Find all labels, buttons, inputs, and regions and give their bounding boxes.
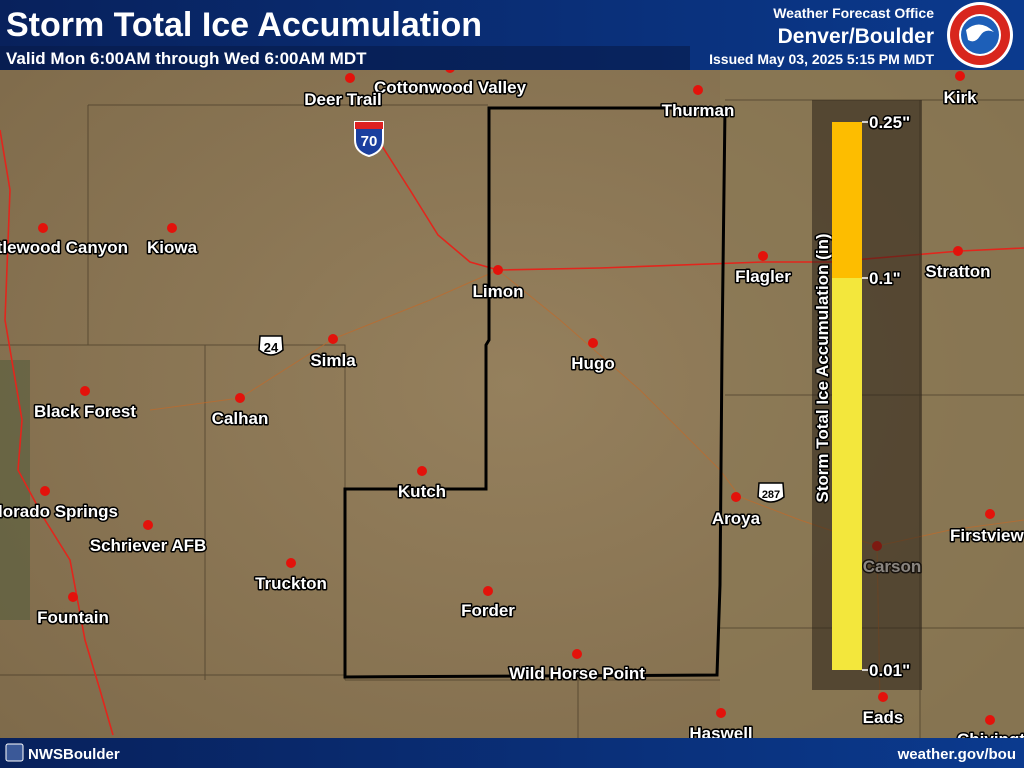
legend-tick-label: 0.25"	[869, 113, 910, 132]
place-dot	[328, 334, 338, 344]
place-label: Truckton	[255, 574, 327, 593]
place-dot	[953, 246, 963, 256]
place-label: Kutch	[398, 482, 446, 501]
title: Storm Total Ice Accumulation	[6, 6, 482, 44]
place-dot	[572, 649, 582, 659]
subtitle: Valid Mon 6:00AM through Wed 6:00AM MDT	[6, 49, 367, 68]
place-label: Colorado Springs	[0, 502, 118, 521]
place-dot	[80, 386, 90, 396]
place-label: Fountain	[37, 608, 109, 627]
place-dot	[985, 715, 995, 725]
social-handle: NWSBoulder	[28, 746, 120, 763]
place-label: Cottonwood Valley	[374, 78, 527, 97]
place-label: Hugo	[571, 354, 614, 373]
place-dot	[286, 558, 296, 568]
place-label: Calhan	[212, 409, 269, 428]
legend-backdrop	[812, 100, 922, 690]
place-label: Wild Horse Point	[509, 664, 645, 683]
place-dot	[68, 592, 78, 602]
place-label: Thurman	[662, 101, 735, 120]
place-dot	[40, 486, 50, 496]
place-dot	[758, 251, 768, 261]
forecast-area-boundary	[343, 106, 727, 679]
website: weather.gov/bou	[897, 746, 1016, 763]
place-label: Schriever AFB	[90, 536, 207, 555]
office-line: Weather Forecast Office	[773, 5, 934, 21]
place-dot	[955, 71, 965, 81]
legend-tick-label: 0.01"	[869, 661, 910, 680]
place-label: Forder	[461, 601, 515, 620]
place-dot	[493, 265, 503, 275]
nws-logo	[947, 2, 1013, 68]
place-label: Castlewood Canyon	[0, 238, 128, 257]
shield-label: 287	[762, 489, 780, 501]
place-dot	[143, 520, 153, 530]
place-label: Black Forest	[34, 402, 136, 421]
place-label: Stratton	[925, 262, 990, 281]
place-label: Deer Trail	[304, 90, 382, 109]
place-label: Firstview	[950, 526, 1024, 545]
foothills	[0, 360, 30, 620]
place-dot	[878, 692, 888, 702]
interstate-shield: 70	[354, 121, 384, 158]
place-dot	[417, 466, 427, 476]
us-shield: 287	[757, 482, 785, 503]
place-dot	[345, 73, 355, 83]
color-bar-segment	[832, 278, 862, 670]
place-label: Aroya	[712, 509, 761, 528]
place-label: Flagler	[735, 267, 791, 286]
place-label: Simla	[310, 351, 356, 370]
place-dot	[693, 85, 703, 95]
legend-title: Storm Total Ice Accumulation (in)	[813, 233, 832, 502]
place-dot	[716, 708, 726, 718]
place-label: Eads	[863, 708, 904, 727]
color-bar-segment	[832, 122, 862, 278]
place-dot	[731, 492, 741, 502]
legend: Storm Total Ice Accumulation (in) 0.25" 0…	[812, 112, 912, 682]
shield-label: 70	[361, 133, 378, 150]
place-label: Kiowa	[147, 238, 198, 257]
place-label: Kirk	[943, 88, 977, 107]
us-shield: 24	[258, 335, 284, 356]
place-dot	[38, 223, 48, 233]
place-dot	[483, 586, 493, 596]
place-label: Limon	[473, 282, 524, 301]
issued: Issued May 03, 2025 5:15 PM MDT	[709, 51, 934, 67]
subtitle-bar	[0, 46, 690, 70]
place-dot	[167, 223, 177, 233]
place-dot	[985, 509, 995, 519]
shield-label: 24	[264, 340, 279, 355]
place-dot	[588, 338, 598, 348]
footer-bar	[0, 738, 1024, 768]
office-name: Denver/Boulder	[778, 25, 934, 48]
facebook-icon	[5, 743, 24, 762]
legend-tick-label: 0.1"	[869, 269, 901, 288]
place-dot	[235, 393, 245, 403]
